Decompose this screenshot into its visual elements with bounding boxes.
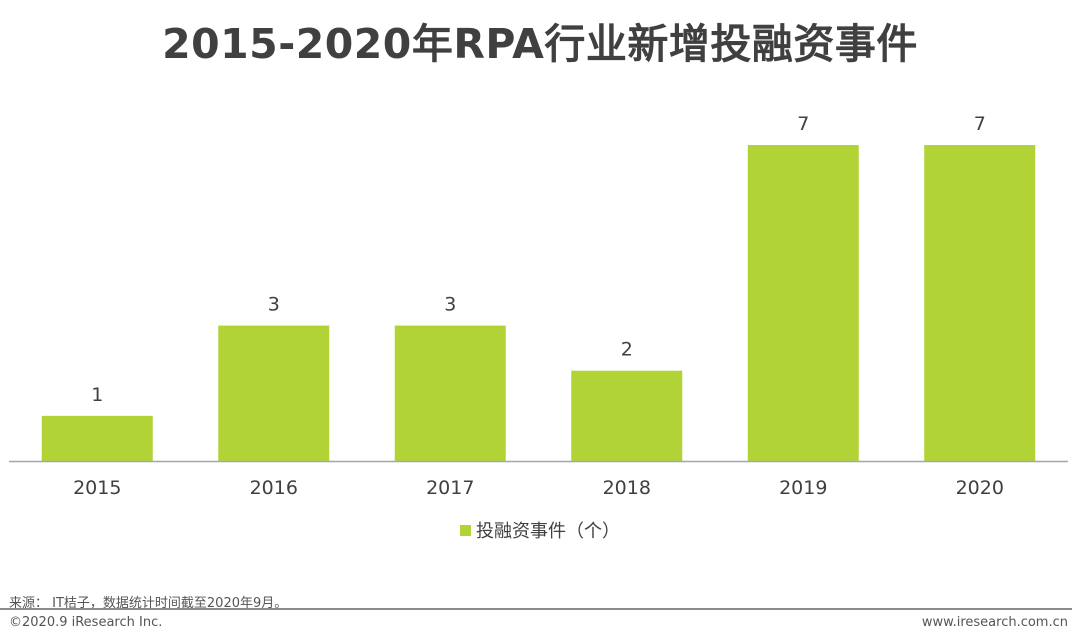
footer-divider (0, 608, 1072, 610)
x-tick-label-2018: 2018 (603, 477, 651, 499)
bar-2016 (218, 325, 330, 461)
source-note: 来源： IT桔子，数据统计时间截至2020年9月。 (9, 596, 288, 611)
x-tick-label-2015: 2015 (73, 477, 121, 499)
data-label-2016: 3 (268, 294, 280, 316)
legend-swatch (460, 524, 471, 536)
x-tick-label-2019: 2019 (779, 477, 827, 499)
data-label-2017: 3 (444, 294, 456, 316)
data-label-2018: 2 (621, 339, 633, 361)
legend: 投融资事件（个） (0, 517, 1080, 543)
x-tick-label-2017: 2017 (426, 477, 474, 499)
legend-label: 投融资事件（个） (476, 521, 620, 542)
bar-2018 (571, 370, 683, 461)
x-tick-label-2020: 2020 (956, 477, 1004, 499)
chart-title: 2015-2020年RPA行业新增投融资事件 (162, 20, 918, 68)
site-url: www.iresearch.com.cn (921, 615, 1068, 630)
bar-2019 (747, 145, 859, 461)
copyright-text: ©2020.9 iResearch Inc. (9, 615, 163, 630)
data-label-2020: 7 (974, 113, 986, 135)
data-label-2015: 1 (91, 384, 103, 406)
bar-2020 (924, 145, 1036, 461)
bar-2015 (41, 415, 153, 461)
bar-2017 (394, 325, 506, 461)
x-tick-label-2016: 2016 (250, 477, 298, 499)
data-label-2019: 7 (797, 113, 809, 135)
